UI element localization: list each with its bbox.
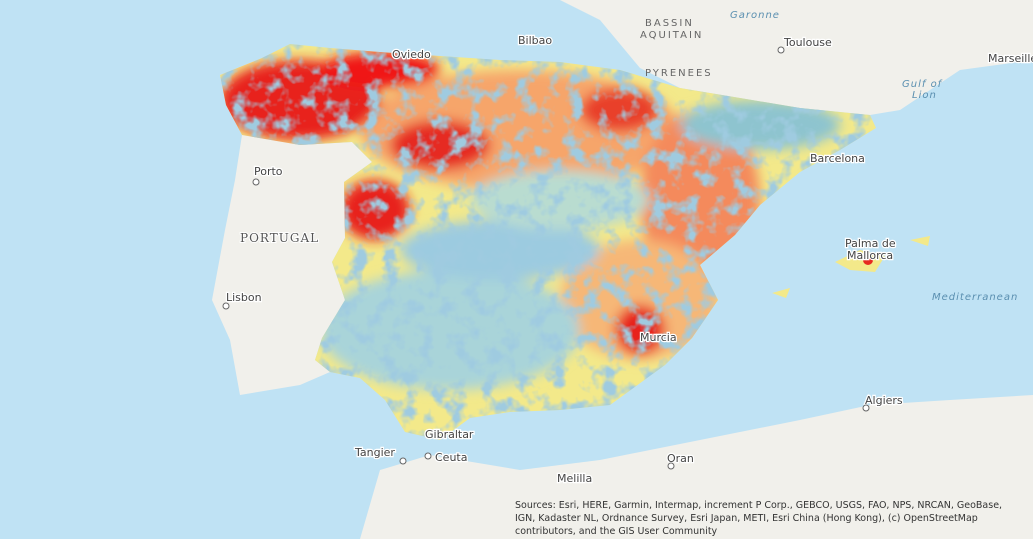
place-label: Bilbao bbox=[518, 34, 552, 47]
place-label: Palma de bbox=[845, 237, 896, 250]
river-label: Garonne bbox=[730, 10, 780, 21]
portugal bbox=[212, 58, 372, 395]
north-africa bbox=[360, 395, 1033, 539]
sea-label: Mediterranean bbox=[932, 292, 1018, 303]
sea-label: Lion bbox=[912, 90, 937, 101]
france bbox=[560, 0, 1033, 115]
mallorca bbox=[835, 250, 885, 272]
sea-label: Gulf of bbox=[902, 79, 943, 90]
place-label: Ceuta bbox=[435, 451, 467, 464]
place-label: Oviedo bbox=[392, 48, 431, 61]
country-label: PORTUGAL bbox=[240, 231, 319, 245]
place-label: Toulouse bbox=[783, 36, 832, 49]
ibiza bbox=[772, 288, 790, 298]
attribution: IGN, Kadaster NL, Ordnance Survey, Esri … bbox=[515, 513, 978, 524]
place-label: Murcia bbox=[640, 331, 677, 344]
city-dots bbox=[222, 46, 870, 470]
region-label: AQUITAIN bbox=[640, 30, 703, 41]
menorca bbox=[910, 236, 930, 246]
place-label: Mallorca bbox=[847, 249, 893, 262]
place-label: Melilla bbox=[557, 472, 592, 485]
place-label: Barcelona bbox=[810, 152, 865, 165]
place-label: Marseille bbox=[988, 52, 1033, 65]
place-label: Gibraltar bbox=[425, 428, 474, 441]
place-label: Oran bbox=[667, 452, 694, 465]
region-label: BASSIN bbox=[645, 18, 694, 29]
place-label: Lisbon bbox=[226, 291, 262, 304]
place-label: Porto bbox=[254, 165, 283, 178]
attribution: Sources: Esri, HERE, Garmin, Intermap, i… bbox=[515, 500, 1002, 511]
attribution: contributors, and the GIS User Community bbox=[515, 526, 718, 537]
place-label: Tangier bbox=[354, 446, 395, 459]
region-label: PYRENEES bbox=[645, 68, 713, 79]
palma-hotspot bbox=[863, 255, 873, 265]
place-label: Algiers bbox=[865, 394, 903, 407]
